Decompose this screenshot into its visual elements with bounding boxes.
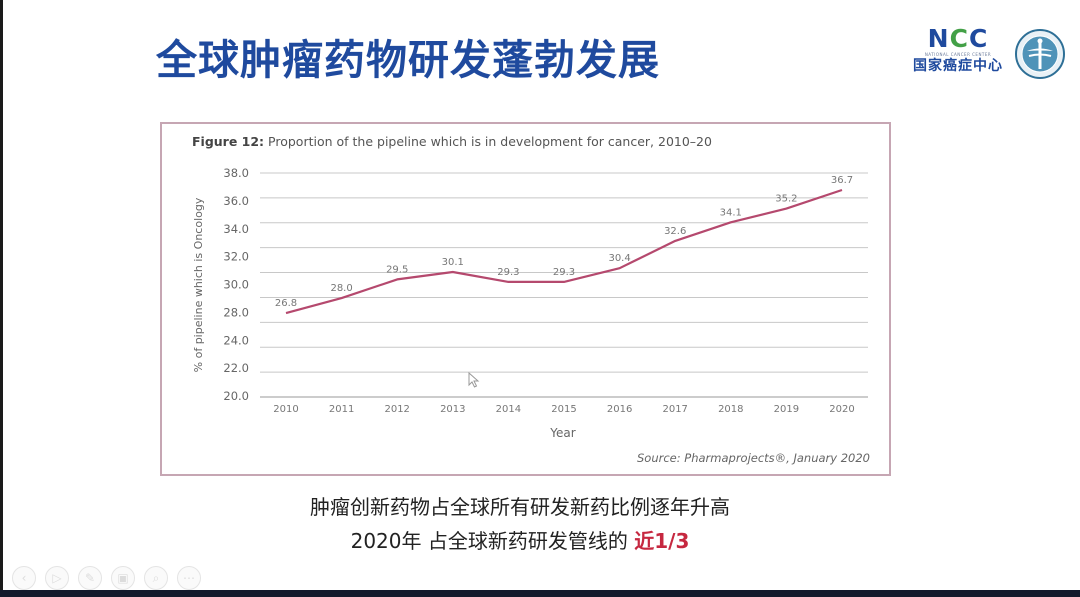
y-axis-label: % of pipeline which is Oncology (192, 197, 205, 372)
figure-source: Source: Pharmaprojects®, January 2020 (636, 451, 870, 465)
x-tick-label: 2018 (718, 404, 743, 415)
ncc-logo: NCC NATIONAL CANCER CENTER 国家癌症中心 (910, 26, 1006, 82)
data-label: 30.1 (442, 257, 464, 268)
x-tick-label: 2020 (829, 404, 854, 415)
zoom-button[interactable]: ⌕ (144, 566, 168, 590)
pen-icon: ✎ (84, 571, 96, 585)
y-tick-label: 30.0 (223, 278, 249, 292)
x-tick-label: 2017 (662, 404, 687, 415)
x-axis-ticks: 2010 2011 2012 2013 2014 2015 2016 2017 2018 2019… (273, 404, 854, 415)
x-tick-label: 2010 (273, 404, 298, 415)
chart-gridlines (260, 172, 868, 398)
data-label: 30.4 (608, 253, 630, 264)
ncc-letter-n: N (927, 24, 950, 53)
data-labels: 26.8 28.0 29.5 30.1 29.3 29.3 30.4 32.6 34.1 35.2… (275, 175, 853, 309)
pen-tool-button[interactable]: ✎ (78, 566, 102, 590)
y-tick-label: 22.0 (223, 361, 249, 375)
data-label: 26.8 (275, 298, 297, 309)
ncc-letter-c1: C (949, 24, 969, 53)
data-label: 32.6 (664, 226, 686, 237)
x-tick-label: 2016 (607, 404, 632, 415)
ncc-chinese-name: 国家癌症中心 (913, 58, 1003, 74)
x-tick-label: 2019 (774, 404, 799, 415)
chevron-left-icon: ‹ (21, 571, 27, 585)
x-tick-label: 2013 (440, 404, 465, 415)
data-label: 35.2 (775, 194, 797, 205)
data-label: 34.1 (720, 207, 742, 218)
y-tick-label: 32.0 (223, 250, 249, 264)
data-label: 28.0 (330, 283, 352, 294)
x-tick-label: 2011 (329, 404, 354, 415)
y-tick-label: 36.0 (223, 194, 249, 208)
x-tick-label: 2014 (496, 404, 521, 415)
magnifier-icon: ⌕ (152, 570, 160, 585)
slides-overview-button[interactable]: ▣ (111, 566, 135, 590)
window-bottom-edge (0, 590, 1080, 597)
y-tick-label: 24.0 (223, 333, 249, 347)
figure-frame (160, 122, 891, 476)
more-icon: ⋯ (183, 571, 195, 585)
y-tick-label: 34.0 (223, 222, 249, 236)
y-axis-ticks: 38.0 36.0 34.0 32.0 30.0 28.0 24.0 22.0 20.0 (223, 166, 249, 403)
y-tick-label: 28.0 (223, 305, 249, 319)
slide-title: 全球肿瘤药物研发蓬勃发展 (156, 36, 660, 84)
mouse-cursor-icon (468, 372, 480, 388)
data-label: 29.3 (553, 267, 575, 278)
figure-number: Figure 12: (192, 134, 265, 149)
medical-emblem-icon (1015, 29, 1065, 79)
summary-line-2-text: 2020年 占全球新药研发管线的 (350, 529, 635, 553)
next-slide-button[interactable]: ▷ (45, 566, 69, 590)
presentation-toolbar: ‹ ▷ ✎ ▣ ⌕ ⋯ (12, 566, 201, 590)
data-label: 29.3 (497, 267, 519, 278)
x-tick-label: 2015 (551, 404, 576, 415)
y-tick-label: 20.0 (223, 389, 249, 403)
data-label: 36.7 (831, 175, 853, 186)
ncc-wordmark: NCC (910, 26, 1006, 52)
ncc-letter-c2: C (968, 24, 989, 53)
window-left-edge (0, 0, 3, 597)
figure-caption: Figure 12: Proportion of the pipeline wh… (192, 134, 712, 149)
x-axis-label: Year (549, 426, 575, 440)
summary-line-2: 2020年 占全球新药研发管线的 近1/3 (0, 527, 1040, 555)
previous-slide-button[interactable]: ‹ (12, 566, 36, 590)
ncc-subtitle: NATIONAL CANCER CENTER (924, 52, 992, 57)
y-tick-label: 38.0 (223, 166, 249, 180)
slides-icon: ▣ (117, 571, 129, 585)
summary-highlight: 近1/3 (634, 529, 690, 553)
oncology-share-line (285, 188, 843, 315)
figure-caption-text: Proportion of the pipeline which is in d… (264, 134, 712, 149)
data-label: 29.5 (386, 264, 408, 275)
x-tick-label: 2012 (384, 404, 409, 415)
more-options-button[interactable]: ⋯ (177, 566, 201, 590)
summary-line-1: 肿瘤创新药物占全球所有研发新药比例逐年升高 (310, 495, 730, 519)
play-next-icon: ▷ (52, 571, 62, 585)
